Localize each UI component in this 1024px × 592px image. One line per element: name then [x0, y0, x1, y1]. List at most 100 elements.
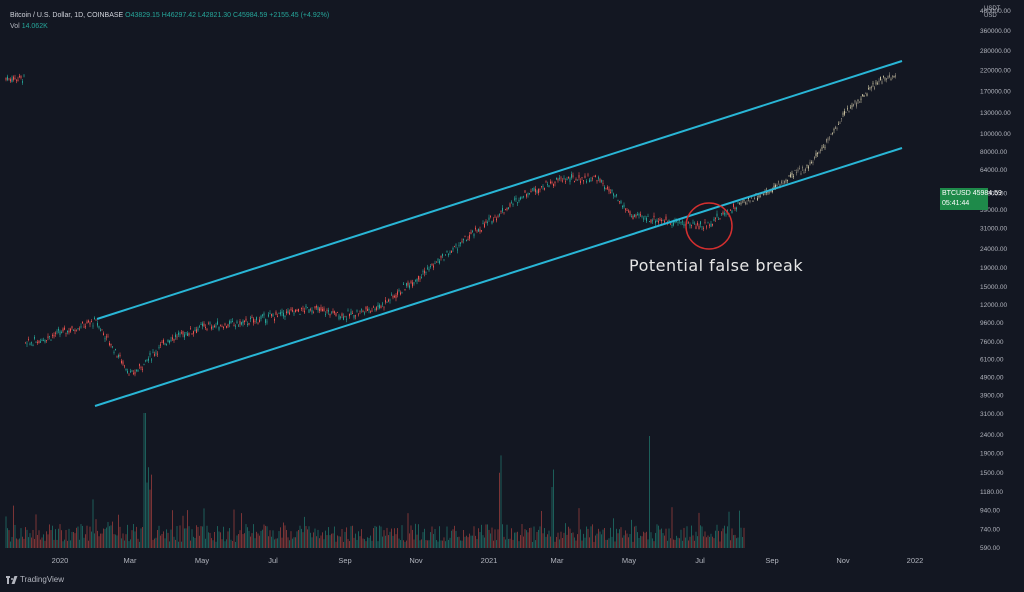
candle-body	[653, 215, 655, 218]
volume-bar	[635, 525, 637, 548]
candle-body	[340, 316, 341, 318]
candle-body	[878, 80, 880, 82]
volume-bar	[581, 540, 583, 548]
volume-bar	[200, 526, 202, 548]
volume-bar	[242, 534, 244, 548]
candle-body	[88, 320, 89, 322]
volume-bar	[556, 536, 557, 548]
candle-body	[719, 218, 721, 220]
volume-bar	[13, 505, 14, 548]
volume-bar	[116, 535, 118, 548]
volume-bar	[397, 528, 398, 548]
volume-bar	[389, 531, 391, 548]
volume-bar	[100, 533, 101, 548]
volume-bar	[458, 536, 460, 548]
volume-bar	[350, 526, 352, 548]
candle-body	[734, 207, 736, 209]
candle-body	[503, 212, 505, 214]
currency-label[interactable]: USDT USD	[984, 6, 1000, 20]
candle-body	[410, 281, 412, 283]
candle-body	[652, 220, 653, 222]
volume-bar	[188, 526, 190, 548]
candle-body	[827, 138, 829, 141]
candle-body	[806, 164, 808, 166]
volume-bar	[109, 526, 110, 548]
candle-body	[43, 340, 44, 342]
volume-bar	[485, 524, 487, 548]
y-tick-label: 4900.00	[980, 374, 1004, 381]
candle-body	[19, 75, 20, 77]
volume-label[interactable]: Vol	[10, 23, 20, 30]
candle-body	[518, 199, 520, 202]
candle-body	[290, 308, 292, 311]
candle-body	[775, 184, 776, 188]
candle-body	[838, 123, 839, 125]
volume-bar	[422, 532, 424, 548]
volume-bar	[335, 541, 337, 548]
candle-body	[773, 185, 775, 189]
volume-bar	[248, 530, 250, 548]
candle-body	[560, 177, 562, 179]
candle-body	[524, 190, 526, 193]
symbol-title[interactable]: Bitcoin / U.S. Dollar, 1D, COINBASE	[10, 12, 124, 19]
volume-bar	[326, 535, 328, 548]
lower-channel-line[interactable]	[94, 147, 903, 407]
candle-body	[22, 81, 23, 83]
volume-bar	[230, 539, 232, 548]
candle-body	[374, 309, 376, 310]
upper-channel-line[interactable]	[96, 60, 903, 320]
volume-bar	[203, 508, 205, 548]
volume-bar	[136, 526, 137, 548]
candle-body	[194, 329, 196, 331]
volume-bar	[493, 540, 494, 548]
candle-body	[364, 312, 365, 314]
candle-body	[55, 332, 56, 334]
candle-body	[851, 105, 853, 107]
volume-bar	[224, 541, 226, 548]
volume-bar	[44, 540, 46, 548]
candle-body	[97, 323, 98, 326]
volume-bar	[659, 529, 661, 548]
candle-body	[292, 310, 293, 312]
volume-bar	[302, 532, 304, 548]
candle-body	[664, 220, 665, 223]
y-tick-label: 740.00	[980, 527, 1000, 534]
candle-body	[37, 342, 38, 343]
candle-body	[478, 228, 479, 232]
footer-brand[interactable]: TradingView	[6, 575, 64, 584]
volume-bar	[376, 526, 377, 548]
volume-bar	[26, 529, 28, 548]
volume-bar	[355, 533, 356, 548]
volume-bar	[385, 535, 386, 548]
volume-bar	[344, 531, 346, 548]
candle-body	[265, 319, 266, 323]
volume-bar	[412, 529, 413, 548]
candle-body	[124, 365, 125, 367]
candle-body	[215, 325, 217, 327]
volume-bar	[451, 530, 452, 548]
candle-body	[53, 335, 55, 337]
volume-bar	[701, 526, 703, 548]
volume-bar	[743, 527, 745, 548]
volume-bar	[733, 535, 734, 548]
volume-bar	[649, 436, 650, 548]
candle-body	[211, 326, 212, 329]
volume-bar	[559, 539, 560, 548]
candle-body	[445, 254, 446, 256]
volume-bar	[329, 535, 331, 548]
candle-body	[415, 280, 416, 282]
volume-bar	[121, 538, 122, 548]
candle-body	[217, 321, 218, 325]
volume-bar	[427, 540, 428, 548]
candle-body	[608, 188, 610, 192]
candle-body	[871, 86, 872, 89]
candle-body	[17, 79, 19, 81]
volume-bar	[158, 525, 160, 548]
candle-body	[29, 343, 31, 345]
volume-bar	[259, 535, 260, 548]
candle-body	[502, 207, 503, 212]
candle-body	[92, 325, 94, 327]
candle-body	[632, 215, 634, 220]
